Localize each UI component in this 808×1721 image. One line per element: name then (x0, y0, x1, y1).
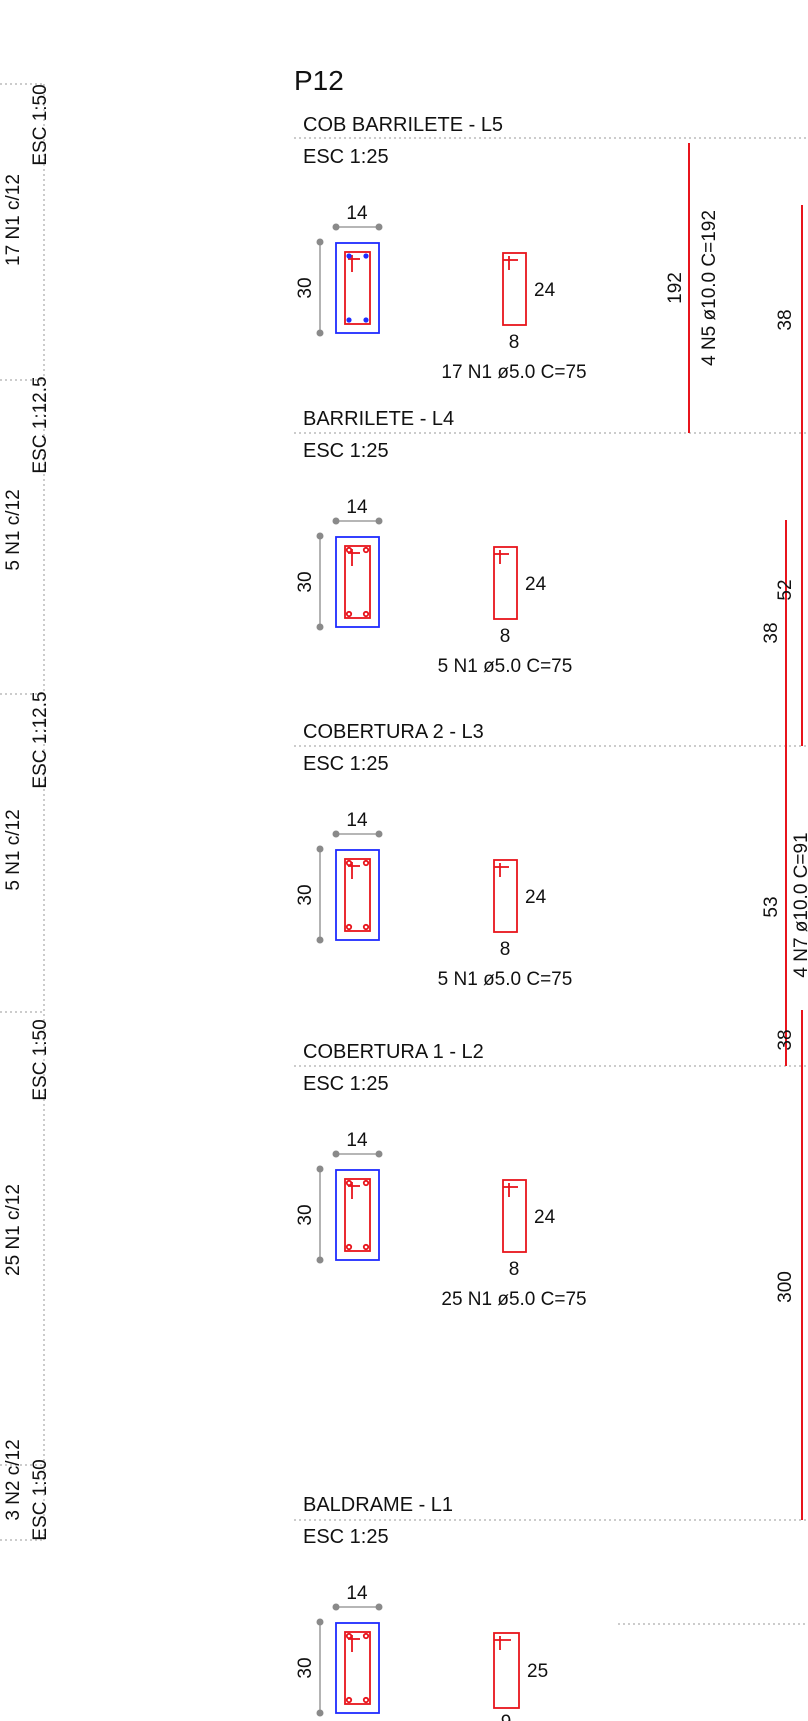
dim-f: 300 (775, 1271, 796, 1303)
stirrup-width: 8 (509, 332, 520, 353)
level-l1: BALDRAME - L1 ESC 1:25 14 30 25 9 (295, 1494, 548, 1721)
column-section-outline (335, 242, 380, 334)
stirrup-in-section (344, 858, 371, 932)
column-section-outline (335, 849, 380, 941)
stirrup-height: 25 (527, 1661, 548, 1682)
stirrup-label: 5 N1 ø5.0 C=75 (438, 656, 573, 677)
level-scale: ESC 1:25 (303, 146, 389, 168)
left-bars-5: 3 N2 c/12 (3, 1439, 24, 1520)
dim-c: 38 (761, 622, 782, 643)
stirrup-in-section (344, 1631, 371, 1705)
section-height: 30 (295, 277, 316, 298)
section-width: 14 (346, 497, 368, 518)
level-l5: COB BARRILETE - L5 ESC 1:25 14 30 24 8 1… (295, 114, 587, 383)
left-scale-1: ESC 1:50 (30, 84, 51, 165)
dim-d: 53 (761, 896, 782, 917)
stirrup-height: 24 (534, 280, 556, 301)
column-section-outline (335, 1622, 380, 1714)
section-width: 14 (346, 1130, 368, 1151)
level-scale: ESC 1:25 (303, 1526, 389, 1548)
stirrup-in-section (344, 251, 371, 325)
stirrup-in-section (344, 1178, 371, 1252)
stirrup-detail (502, 1179, 527, 1253)
longitudinal-bars: 192 4 N5 ø10.0 C=192 38 52 38 53 4 N7 ø1… (665, 143, 808, 1520)
level-name: BALDRAME - L1 (303, 1494, 453, 1516)
dim-b: 52 (775, 579, 796, 600)
n7-label: 4 N7 ø10.0 C=91 (791, 832, 808, 977)
stirrup-height: 24 (525, 574, 547, 595)
level-l2: COBERTURA 1 - L2 ESC 1:25 14 30 24 8 25 … (295, 1041, 587, 1310)
section-width: 14 (346, 810, 368, 831)
stirrup-height: 24 (525, 887, 547, 908)
level-scale: ESC 1:25 (303, 440, 389, 462)
stirrup-height: 24 (534, 1207, 556, 1228)
page-title: P12 (294, 65, 344, 96)
level-l4: BARRILETE - L4 ESC 1:25 14 30 24 8 5 N1 … (295, 408, 572, 677)
left-scale-3: ESC 1:12.5 (30, 691, 51, 788)
left-bars-3: 5 N1 c/12 (3, 809, 24, 890)
left-bars-2: 5 N1 c/12 (3, 489, 24, 570)
section-height: 30 (295, 1657, 316, 1678)
section-height: 30 (295, 884, 316, 905)
column-section-outline (335, 536, 380, 628)
level-name: COB BARRILETE - L5 (303, 114, 503, 136)
section-width: 14 (346, 1583, 368, 1604)
stirrup-label: 17 N1 ø5.0 C=75 (441, 362, 586, 383)
stirrup-detail (493, 546, 518, 620)
left-strip: ESC 1:50 17 N1 c/12 ESC 1:12.5 5 N1 c/12… (0, 83, 51, 1541)
left-bars-1: 17 N1 c/12 (3, 174, 24, 266)
stirrup-width: 8 (500, 626, 511, 647)
level-name: COBERTURA 1 - L2 (303, 1041, 484, 1063)
dim-e: 38 (775, 1029, 796, 1050)
level-separators (294, 137, 808, 1625)
left-scale-2: ESC 1:12.5 (30, 376, 51, 473)
stirrup-detail (493, 859, 518, 933)
section-height: 30 (295, 571, 316, 592)
stirrup-label: 25 N1 ø5.0 C=75 (441, 1289, 586, 1310)
dim-a: 38 (775, 309, 796, 330)
stirrup-label: 5 N1 ø5.0 C=75 (438, 969, 573, 990)
stirrup-width: 8 (500, 939, 511, 960)
stirrup-detail (493, 1632, 520, 1709)
left-bars-4: 25 N1 c/12 (3, 1184, 24, 1276)
n5-length: 192 (665, 272, 686, 304)
section-width: 14 (346, 203, 368, 224)
level-name: COBERTURA 2 - L3 (303, 721, 484, 743)
stirrup-width: 8 (509, 1259, 520, 1280)
level-scale: ESC 1:25 (303, 753, 389, 775)
level-name: BARRILETE - L4 (303, 408, 454, 430)
stirrup-in-section (344, 545, 371, 619)
level-scale: ESC 1:25 (303, 1073, 389, 1095)
stirrup-width: 9 (501, 1712, 512, 1721)
column-section-outline (335, 1169, 380, 1261)
left-scale-5: ESC 1:50 (30, 1459, 51, 1540)
level-l3: COBERTURA 2 - L3 ESC 1:25 14 30 24 8 5 N… (295, 721, 572, 990)
section-height: 30 (295, 1204, 316, 1225)
n5-label: 4 N5 ø10.0 C=192 (699, 210, 720, 366)
stirrup-detail (502, 252, 527, 326)
left-scale-4: ESC 1:50 (30, 1019, 51, 1100)
